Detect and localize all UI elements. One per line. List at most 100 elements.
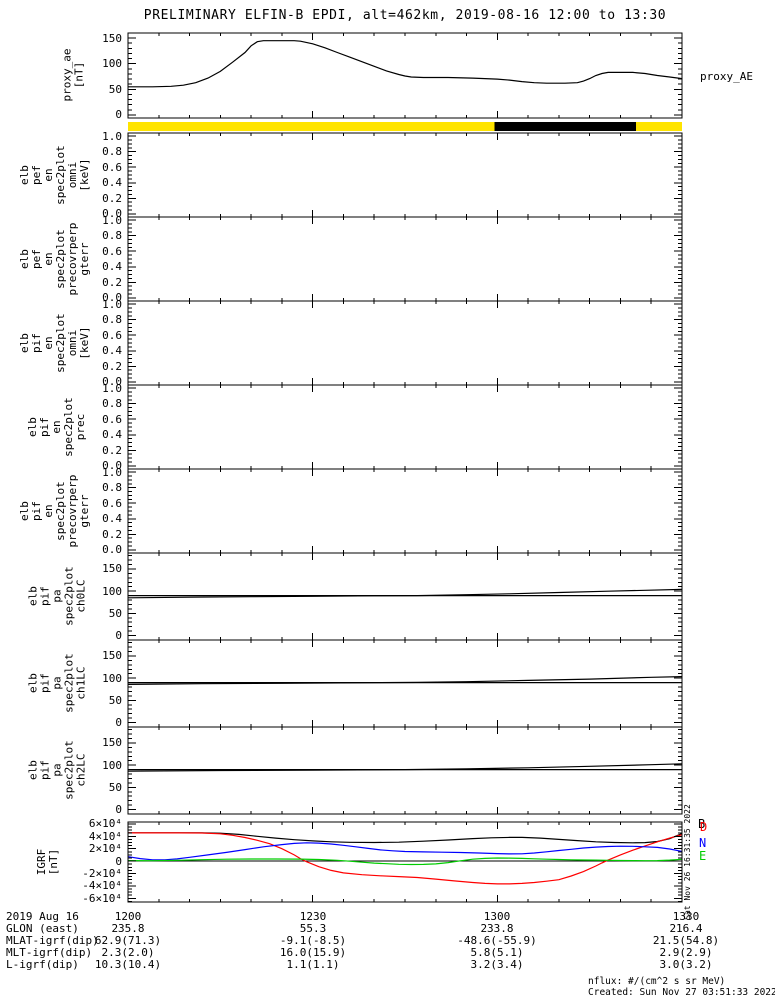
mode-bar-segment bbox=[635, 122, 682, 131]
legend-b: B bbox=[698, 817, 706, 831]
time-axis-label: 1330 bbox=[672, 910, 700, 923]
footer-units: nflux: #/(cm^2 s sr MeV) bbox=[588, 976, 726, 987]
y-tick-label: 0.6 bbox=[102, 329, 122, 342]
series-line-N bbox=[128, 842, 682, 861]
time-axis-label: 1300 bbox=[483, 910, 511, 923]
legend-e: E bbox=[699, 849, 707, 863]
side-timestamp: Sat Nov 26 16:31:35 2022 bbox=[683, 804, 692, 920]
y-tick-label: -4×10⁴ bbox=[82, 879, 122, 892]
table-cell: 55.3 bbox=[299, 922, 327, 935]
time-axis-label: 1230 bbox=[299, 910, 327, 923]
y-tick-label: 0.0 bbox=[102, 375, 122, 388]
y-tick-label: 4×10⁴ bbox=[88, 830, 122, 843]
y-tick-label: 0.6 bbox=[102, 497, 122, 510]
panel-border bbox=[127, 384, 683, 470]
table-cell: 21.5(54.8) bbox=[652, 934, 720, 947]
panel-border bbox=[127, 216, 683, 302]
y-tick-label: 0.4 bbox=[102, 344, 122, 357]
table-cell: 16.0(15.9) bbox=[279, 946, 347, 959]
series-line-losscone bbox=[128, 676, 682, 685]
series-line-losscone bbox=[128, 588, 682, 599]
y-tick-label: 2×10⁴ bbox=[88, 842, 122, 855]
y-tick-label: 0.4 bbox=[102, 176, 122, 189]
y-tick-label: 0 bbox=[115, 855, 122, 868]
table-cell: 62.9(71.3) bbox=[94, 934, 162, 947]
y-tick-label: 50 bbox=[108, 83, 122, 96]
y-tick-label: 0.0 bbox=[102, 207, 122, 220]
y-tick-label: 50 bbox=[108, 694, 122, 707]
series-line-proxy_AE bbox=[128, 40, 682, 88]
y-tick-label: 0.8 bbox=[102, 229, 122, 242]
y-tick-label: 100 bbox=[102, 585, 122, 598]
y-tick-label: 100 bbox=[102, 672, 122, 685]
y-tick-label: -2×10⁴ bbox=[82, 867, 122, 880]
y-tick-label: 0.2 bbox=[102, 192, 122, 205]
y-tick-label: 1.0 bbox=[102, 298, 122, 311]
y-tick-label: 0 bbox=[115, 629, 122, 642]
panel-border bbox=[127, 468, 683, 554]
y-tick-label: 0.2 bbox=[102, 360, 122, 373]
y-tick-label: 50 bbox=[108, 607, 122, 620]
legend-n: N bbox=[699, 836, 707, 850]
y-tick-label: 0.8 bbox=[102, 313, 122, 326]
y-tick-label: 0.4 bbox=[102, 512, 122, 525]
table-cell: 10.3(10.4) bbox=[94, 958, 162, 971]
y-tick-label: 100 bbox=[102, 57, 122, 70]
table-cell: 3.2(3.4) bbox=[470, 958, 524, 971]
y-tick-label: 50 bbox=[108, 781, 122, 794]
table-row-label: MLT-igrf(dip) bbox=[6, 946, 93, 959]
mode-bar-segment bbox=[494, 122, 636, 131]
y-tick-label: 0.2 bbox=[102, 444, 122, 457]
y-tick-label: 1.0 bbox=[102, 214, 122, 227]
y-tick-label: 1.0 bbox=[102, 466, 122, 479]
y-tick-label: 0 bbox=[115, 716, 122, 729]
time-axis-label: 1200 bbox=[114, 910, 142, 923]
y-tick-label: 150 bbox=[102, 562, 122, 575]
table-cell: 5.8(5.1) bbox=[470, 946, 524, 959]
y-tick-label: 150 bbox=[102, 649, 122, 662]
mode-bar-segment bbox=[128, 122, 495, 131]
plot-title: PRELIMINARY ELFIN-B EPDI, alt=462km, 201… bbox=[143, 8, 667, 23]
table-cell: 2.9(2.9) bbox=[659, 946, 713, 959]
y-tick-label: 0.8 bbox=[102, 145, 122, 158]
table-cell: 2.3(2.0) bbox=[101, 946, 155, 959]
y-tick-label: 0 bbox=[115, 108, 122, 121]
table-cell: 3.0(3.2) bbox=[659, 958, 713, 971]
series-line-E bbox=[128, 857, 682, 866]
y-tick-label: 0.8 bbox=[102, 397, 122, 410]
series-line-D bbox=[128, 832, 682, 885]
y-tick-label: 0.6 bbox=[102, 413, 122, 426]
y-tick-label: 0.2 bbox=[102, 528, 122, 541]
table-cell: 216.4 bbox=[669, 922, 703, 935]
table-cell: 233.8 bbox=[480, 922, 514, 935]
footer-created: Created: Sun Nov 27 03:51:33 2022 bbox=[588, 987, 775, 998]
proxy-ae-right-label: proxy_AE bbox=[700, 70, 753, 83]
table-cell: 1.1(1.1) bbox=[286, 958, 340, 971]
panel-border bbox=[127, 132, 683, 218]
y-tick-label: 0.6 bbox=[102, 161, 122, 174]
y-tick-label: -6×10⁴ bbox=[82, 892, 122, 905]
ylabel-proxy-ae: proxy_ae [nT] bbox=[60, 48, 86, 102]
y-tick-label: 100 bbox=[102, 759, 122, 772]
y-tick-label: 0.0 bbox=[102, 459, 122, 472]
y-tick-label: 0.8 bbox=[102, 481, 122, 494]
series-line-losscone bbox=[128, 763, 682, 772]
table-cell: 235.8 bbox=[111, 922, 145, 935]
y-tick-label: 1.0 bbox=[102, 382, 122, 395]
series-line-B bbox=[128, 832, 682, 844]
y-tick-label: 0 bbox=[115, 803, 122, 816]
y-tick-label: 0.0 bbox=[102, 291, 122, 304]
y-tick-label: 150 bbox=[102, 32, 122, 45]
y-tick-label: 0.0 bbox=[102, 543, 122, 556]
table-row-label: GLON (east) bbox=[6, 922, 79, 935]
date-label: 2019 Aug 16 bbox=[6, 910, 79, 923]
y-tick-label: 0.4 bbox=[102, 260, 122, 273]
legend-d: D bbox=[700, 820, 708, 834]
y-tick-label: 1.0 bbox=[102, 130, 122, 143]
y-tick-label: 0.2 bbox=[102, 276, 122, 289]
table-row-label: L-igrf(dip) bbox=[6, 958, 79, 971]
table-row-label: MLAT-igrf(dip) bbox=[6, 934, 99, 947]
y-tick-label: 0.4 bbox=[102, 428, 122, 441]
